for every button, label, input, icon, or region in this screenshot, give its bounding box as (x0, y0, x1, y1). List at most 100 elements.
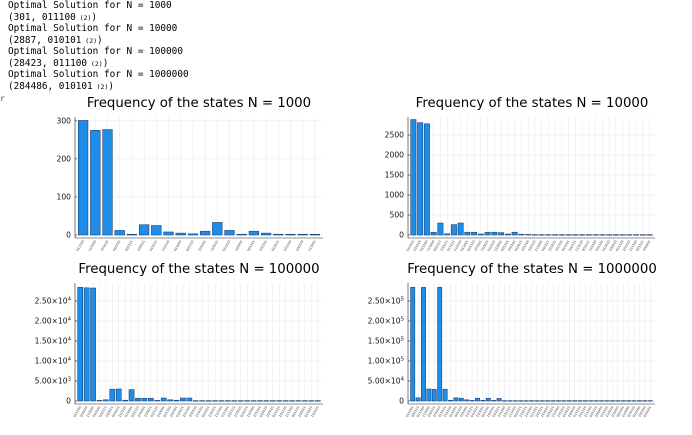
x-tick-label: 001111 (291, 406, 301, 419)
x-tick-label: 110010 (310, 406, 320, 419)
output-line: Optimal Solution for N = 100000 (8, 46, 183, 58)
bar (90, 130, 101, 236)
x-tick-label: 100010 (608, 240, 618, 253)
x-tick-label: 100101 (507, 240, 517, 253)
x-tick-label: 011100 (73, 406, 83, 419)
x-tick-label: 101011 (547, 240, 557, 253)
x-tick-label: 100010 (567, 406, 577, 419)
bar (572, 400, 578, 402)
bar (646, 234, 653, 236)
output-line: (301, 011100 (2)) (8, 12, 97, 25)
x-tick-label: 101110 (622, 240, 632, 253)
x-tick-label: 101001 (459, 406, 469, 419)
bar (442, 388, 448, 402)
x-tick-label: 110101 (554, 240, 564, 253)
bar (531, 234, 538, 236)
bar (453, 397, 459, 402)
y-tick-label: 200 (57, 154, 72, 163)
bar (437, 222, 444, 236)
output-line: (284486, 010101 (2)) (8, 81, 114, 94)
chart-panel: 0500100015002000250001010110101001110011… (385, 96, 655, 252)
bar (561, 400, 567, 402)
bar (566, 400, 572, 402)
x-tick-label: 100001 (594, 406, 604, 419)
bar (631, 400, 637, 402)
bar (289, 400, 295, 402)
x-tick-label: 101001 (137, 406, 147, 419)
bar (273, 233, 284, 236)
bar (77, 287, 84, 402)
x-tick-label: 101101 (556, 406, 566, 419)
bar (534, 400, 540, 402)
x-tick-label: 011011 (437, 406, 447, 419)
bar (295, 400, 302, 402)
bar (477, 233, 484, 236)
output-line-text: (28423, 011100 (8, 57, 88, 69)
x-tick-label: 111010 (540, 406, 550, 419)
x-tick-label: 010101 (92, 406, 102, 419)
bar (187, 233, 199, 236)
y-tick-label: 2.00×104 (35, 317, 72, 326)
chart-panel: 0 100 200 300 011100 111000 101010 010101 000111… (57, 96, 323, 253)
bar (115, 388, 122, 402)
x-tick-label: 001111 (589, 406, 599, 419)
x-tick-label: 101110 (578, 406, 588, 419)
x-tick-label: 001101 (162, 406, 172, 419)
x-tick-label: 011010 (304, 406, 314, 419)
bar (464, 399, 470, 402)
bar (248, 230, 260, 236)
x-tick-label: 110100 (588, 240, 598, 253)
x-tick-label: 100011 (439, 240, 449, 253)
bar (276, 400, 283, 402)
bar (485, 397, 491, 402)
bar (457, 222, 464, 236)
x-tick-label: 011001 (460, 240, 470, 253)
bar (437, 287, 443, 402)
bar (141, 397, 148, 402)
y-tick-label: 0 (66, 231, 71, 240)
x-tick-label: 100110 (502, 406, 512, 419)
closing-paren: ) (91, 11, 98, 23)
bar (285, 233, 296, 236)
output-line-text: (301, 011100 (8, 11, 76, 23)
bar (491, 231, 498, 236)
x-tick-label: 011110 (272, 406, 282, 419)
x-tick-label: 101010 (432, 406, 442, 419)
bar (417, 122, 424, 236)
x-tick-label: 111001 (307, 240, 317, 253)
bar (592, 234, 599, 236)
chart-title: Frequency of the states N = 10000 (416, 96, 649, 111)
bar (572, 234, 579, 236)
output-line: (2887, 010101 (2)) (8, 35, 103, 48)
y-tick-label: 1.00×104 (35, 357, 72, 366)
bar (525, 234, 532, 236)
x-tick-label: 111001 (508, 406, 518, 419)
bar (579, 234, 586, 236)
base-subscript: (2) (92, 82, 109, 91)
console-output: Optimal Solution for N = 1000 (301, 01110… (0, 0, 420, 95)
bar (263, 400, 270, 402)
y-tick-label: 0 (399, 231, 404, 240)
x-tick-label: 101010 (412, 240, 422, 253)
x-tick-label: 110100 (246, 406, 256, 419)
output-line-text: (2887, 010101 (8, 34, 82, 46)
bar (606, 234, 613, 236)
x-tick-label: 100110 (527, 240, 537, 253)
bar (426, 388, 432, 402)
bar (308, 400, 315, 402)
bar (122, 399, 128, 402)
bar (469, 400, 475, 402)
bar (552, 234, 559, 236)
bar (430, 231, 437, 236)
bar (297, 233, 308, 236)
bar (556, 400, 561, 402)
bar (135, 397, 141, 402)
x-tick-label: 010010 (562, 406, 572, 419)
output-line-text: Optimal Solution for N = 1000 (8, 0, 172, 11)
bar (415, 397, 421, 402)
bar (538, 234, 545, 236)
x-tick-label: 101001 (473, 240, 483, 253)
x-tick-label: 011110 (615, 240, 625, 253)
bar (192, 400, 199, 402)
